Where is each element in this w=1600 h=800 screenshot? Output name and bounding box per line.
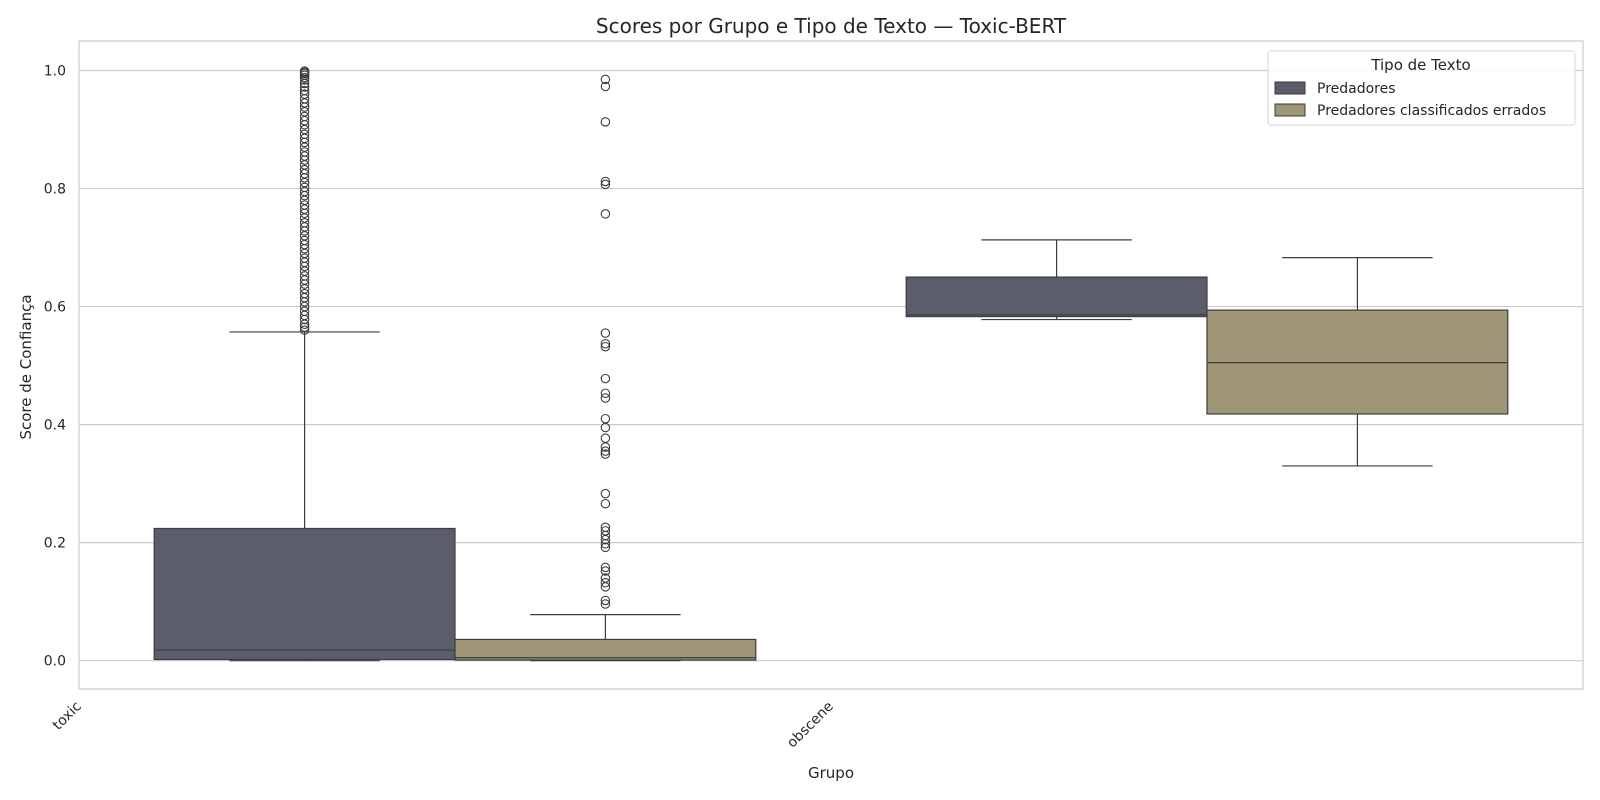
legend-swatch-predadores [1274,81,1306,95]
outlier-predadores-classificados-errados-toxic-29 [600,176,611,187]
outlier-predadores-classificados-errados-toxic-15 [600,449,611,459]
outlier-predadores-classificados-errados-toxic-24 [600,341,611,352]
outlier-predadores-toxic-41 [299,147,310,157]
outlier-predadores-toxic-17 [299,253,310,263]
x-tick-labels: toxic obscene [50,699,837,752]
outlier-predadores-classificados-errados-toxic-11 [600,526,611,536]
y-axis-label: Score de Confiança [17,294,35,439]
outlier-predadores-toxic-54 [299,89,310,99]
outlier-predadores-classificados-errados-toxic-30 [600,117,611,127]
outlier-predadores-classificados-errados-toxic-25 [600,339,611,349]
y-tick-0-2: 0.2 [44,536,66,552]
outlier-predadores-classificados-errados-toxic-7 [600,542,611,553]
y-tick-0-8: 0.8 [44,182,66,198]
outlier-predadores-classificados-errados-toxic-16 [600,446,611,456]
outlier-predadores-toxic-37 [299,164,310,175]
outlier-predadores-classificados-errados-toxic-5 [600,566,611,576]
x-tick-toxic: toxic [50,699,85,734]
y-tick-1-0: 1.0 [44,64,66,80]
x-tick-obscene: obscene [784,699,837,752]
y-tick-0-4: 0.4 [44,418,66,434]
outlier-predadores-classificados-errados-toxic-28 [600,179,611,190]
outlier-predadores-classificados-errados-toxic-32 [600,74,611,85]
box-series [153,66,1509,662]
outlier-predadores-toxic-55 [299,85,310,96]
y-tick-labels: 0.0 0.2 0.4 0.6 0.8 1.0 [44,64,66,670]
outlier-predadores-classificados-errados-toxic-22 [600,388,611,399]
outlier-predadores-toxic-9 [299,288,310,299]
outlier-predadores-classificados-errados-toxic-6 [600,562,611,573]
outlier-predadores-toxic-0 [299,325,310,335]
y-tick-0-6: 0.6 [44,300,66,316]
outlier-predadores-toxic-59 [299,72,310,83]
box-predadores-toxic [153,527,456,661]
outlier-predadores-toxic-1 [299,322,310,332]
outlier-predadores-classificados-errados-toxic-21 [600,393,611,403]
chart-title: Scores por Grupo e Tipo de Texto — Toxic… [596,14,1067,38]
outlier-predadores-toxic-25 [299,218,310,228]
y-tick-0-0: 0.0 [44,654,66,670]
legend-frame [1267,50,1576,126]
outlier-predadores-toxic-63 [299,66,310,76]
outlier-predadores-toxic-21 [299,235,310,246]
legend: Tipo de Texto Predadores Predadores clas… [1267,50,1576,126]
outlier-predadores-toxic-33 [299,182,310,193]
outlier-predadores-classificados-errados-toxic-0 [600,599,611,609]
legend-title: Tipo de Texto [1370,56,1470,74]
outlier-predadores-classificados-errados-toxic-1 [600,595,611,606]
outlier-predadores-classificados-errados-toxic-12 [600,522,611,533]
outlier-predadores-toxic-45 [299,129,310,139]
outlier-predadores-classificados-errados-toxic-31 [600,81,611,92]
outlier-predadores-toxic-13 [299,271,310,281]
outlier-predadores-toxic-49 [299,111,310,122]
outlier-predadores-classificados-errados-toxic-3 [600,578,611,588]
x-axis-label: Grupo [808,764,854,782]
outlier-predadores-toxic-29 [299,200,310,210]
outlier-predadores-classificados-errados-toxic-20 [600,413,611,424]
outlier-predadores-classificados-errados-toxic-23 [600,373,611,384]
outlier-predadores-toxic-5 [299,306,310,317]
outlier-predadores-toxic-56 [299,82,310,92]
legend-swatch-predadores-classificados-errados [1274,103,1306,117]
legend-label-predadores: Predadores [1317,81,1396,97]
outlier-predadores-classificados-errados-toxic-4 [600,573,611,583]
outlier-predadores-classificados-errados-toxic-26 [600,328,611,338]
legend-label-predadores-classificados-errados: Predadores classificados errados [1317,103,1546,119]
box-predadores-obscene [905,276,1208,318]
outlier-predadores-classificados-errados-toxic-27 [600,209,611,219]
box-predadores-classificados-errados-toxic [454,638,757,661]
outlier-predadores-classificados-errados-toxic-13 [600,498,611,509]
outlier-predadores-classificados-errados-toxic-14 [600,488,611,499]
outlier-predadores-classificados-errados-toxic-18 [600,433,611,443]
